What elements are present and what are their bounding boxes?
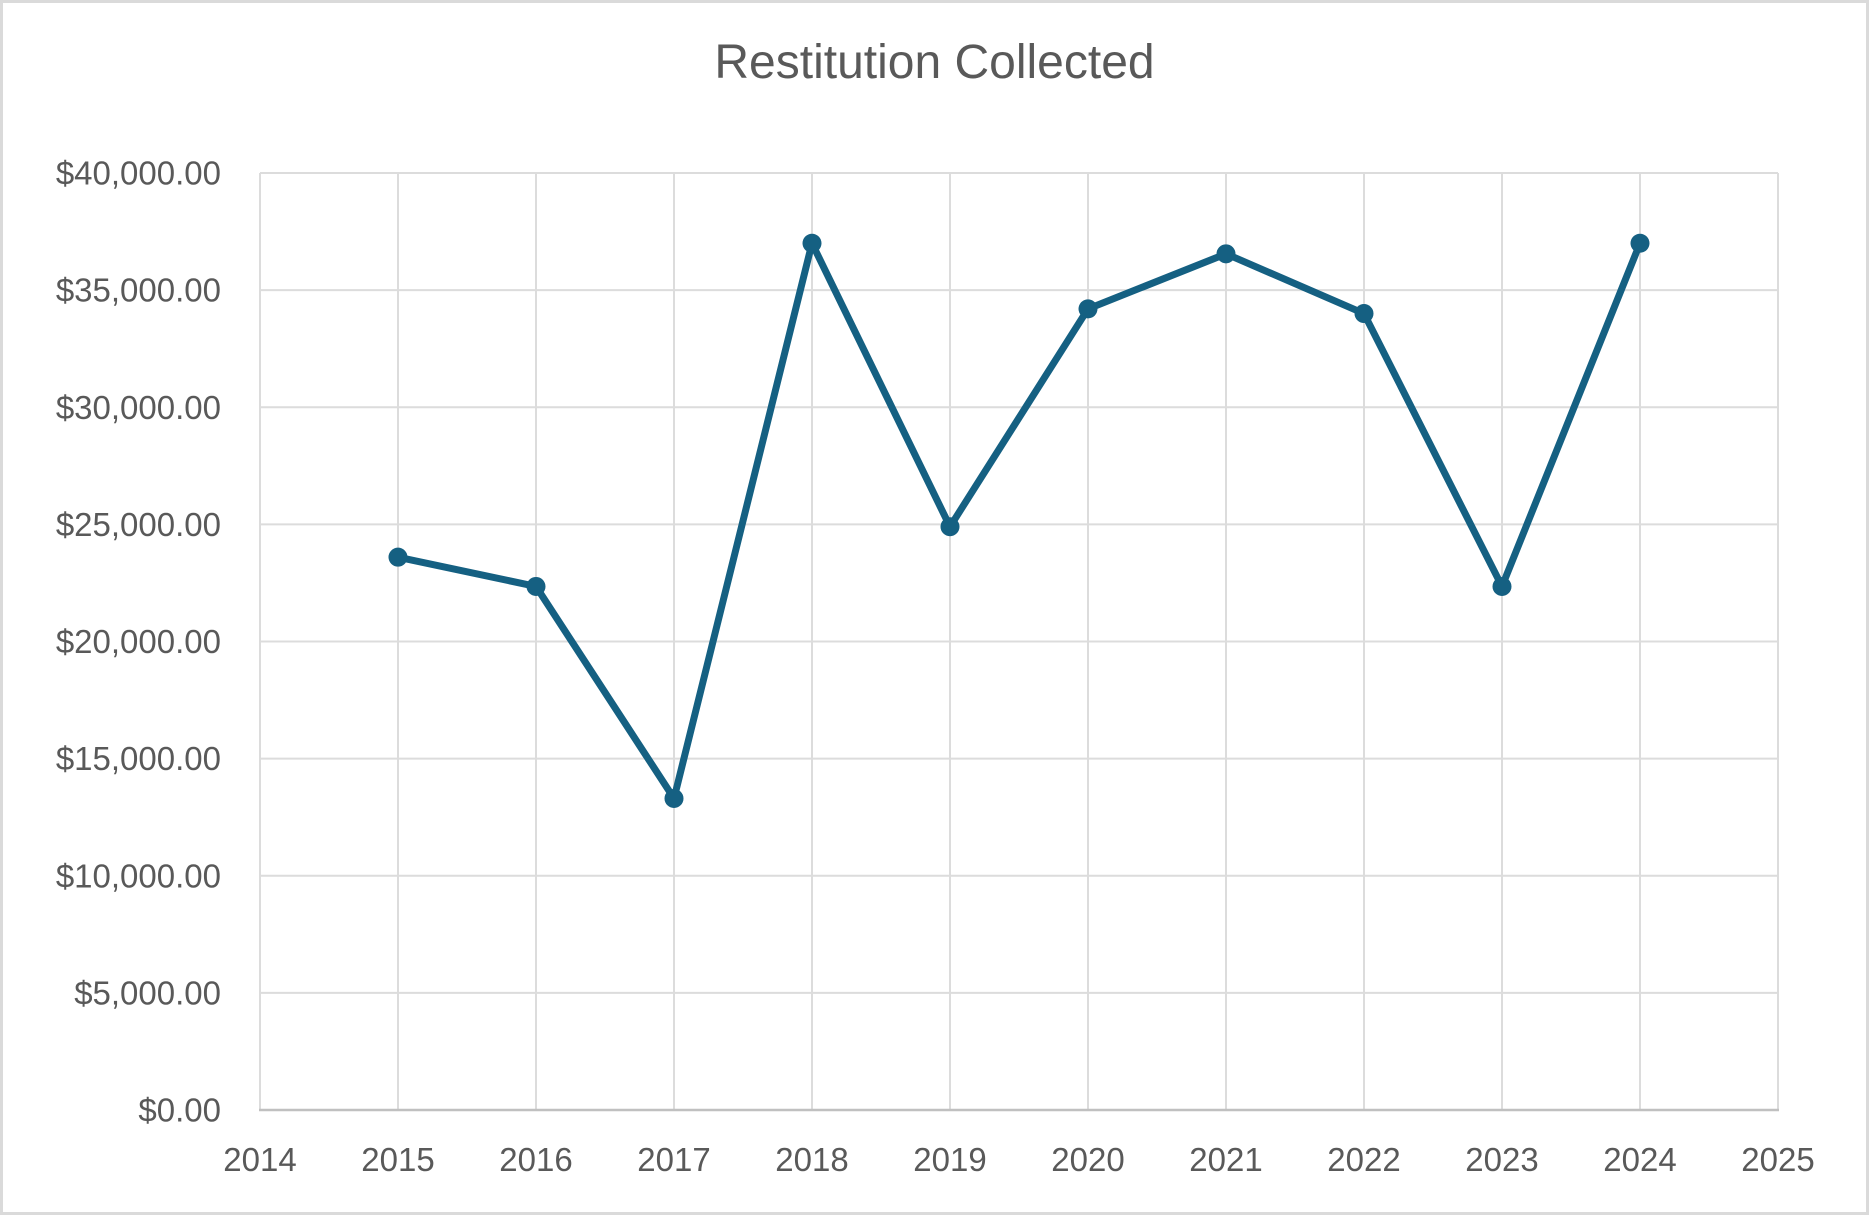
- data-point-marker-2017: [664, 788, 684, 808]
- data-point-marker-2022: [1354, 304, 1374, 324]
- data-point-marker-2015: [388, 547, 408, 567]
- data-point-marker-2021: [1216, 244, 1236, 264]
- y-axis-tick-label: $40,000.00: [56, 155, 221, 192]
- y-axis-tick-label: $35,000.00: [56, 272, 221, 309]
- x-axis-tick-label: 2015: [361, 1141, 434, 1178]
- data-point-marker-2023: [1492, 576, 1512, 596]
- x-axis-tick-label: 2021: [1189, 1141, 1262, 1178]
- y-axis-tick-label: $20,000.00: [56, 623, 221, 660]
- x-axis-tick-label: 2017: [637, 1141, 710, 1178]
- x-axis-tick-label: 2018: [775, 1141, 848, 1178]
- data-point-marker-2016: [526, 576, 546, 596]
- data-series-line: [394, 239, 1644, 802]
- y-axis-tick-label: $25,000.00: [56, 506, 221, 543]
- line-chart-plot-area: $40,000.00 $35,000.00 $30,000.00 $25,000.00…: [56, 155, 1815, 1179]
- y-axis-tick-label: $0.00: [138, 1092, 221, 1129]
- data-point-marker-2020: [1078, 299, 1098, 319]
- data-point-marker-2018: [802, 233, 822, 253]
- x-axis-tick-label: 2016: [499, 1141, 572, 1178]
- chart-title: Restitution Collected: [714, 36, 1155, 89]
- x-axis-tick-label: 2014: [223, 1141, 296, 1178]
- x-axis-tick-label: 2024: [1603, 1141, 1676, 1178]
- x-axis-tick-label: 2023: [1465, 1141, 1538, 1178]
- x-axis-tick-label: 2025: [1741, 1141, 1814, 1178]
- y-axis-tick-label: $10,000.00: [56, 857, 221, 894]
- data-point-marker-2024: [1630, 233, 1650, 253]
- y-axis-tick-label: $15,000.00: [56, 740, 221, 777]
- x-axis-tick-label: 2019: [913, 1141, 986, 1178]
- x-axis-tick-label: 2022: [1327, 1141, 1400, 1178]
- y-axis-tick-label: $5,000.00: [74, 974, 221, 1011]
- data-point-marker-2019: [940, 517, 960, 537]
- x-axis-tick-label: 2020: [1051, 1141, 1124, 1178]
- y-axis-tick-label: $30,000.00: [56, 389, 221, 426]
